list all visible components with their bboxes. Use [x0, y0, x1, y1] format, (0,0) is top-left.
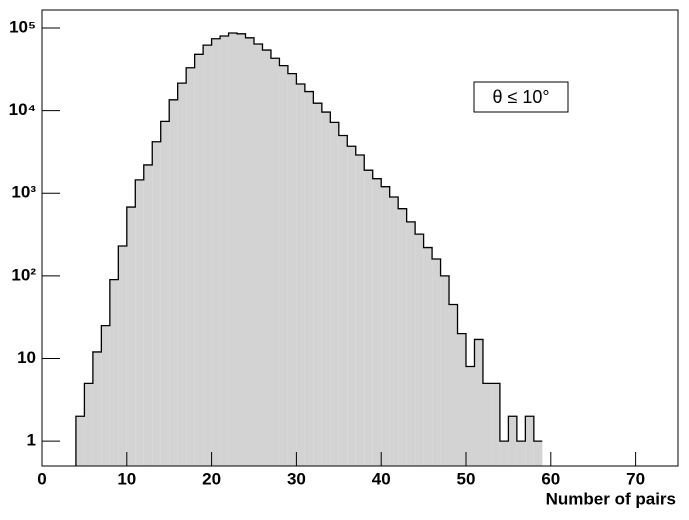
bar — [440, 275, 450, 466]
bar — [287, 73, 297, 466]
bar — [75, 416, 85, 466]
plot-frame — [41, 9, 679, 467]
bar — [449, 304, 458, 466]
bar — [474, 339, 483, 466]
bar — [135, 179, 144, 466]
y-tick-label: 10 — [17, 348, 36, 367]
bar — [118, 245, 127, 466]
annotation-box — [473, 81, 569, 113]
bar — [457, 333, 466, 466]
x-tick-label: 70 — [626, 469, 645, 488]
bar — [415, 234, 424, 466]
bar — [262, 50, 271, 466]
bar — [254, 43, 263, 466]
y-tick-label: 10³ — [11, 183, 36, 202]
x-tick-label: 10 — [117, 469, 136, 488]
bar — [381, 186, 390, 467]
bar — [355, 155, 365, 466]
bar — [194, 54, 204, 466]
bar — [423, 247, 433, 466]
bar — [516, 441, 526, 466]
bar — [203, 45, 212, 467]
x-tick-label: 20 — [202, 469, 221, 488]
bar — [304, 91, 314, 466]
bar — [398, 208, 407, 466]
bar — [126, 207, 136, 466]
bar — [372, 178, 382, 467]
bar — [279, 65, 288, 466]
bar — [499, 441, 509, 466]
bar — [313, 103, 322, 466]
bar — [364, 170, 373, 467]
bar — [211, 38, 221, 467]
bar — [152, 141, 161, 467]
x-tick-label: 0 — [37, 469, 46, 488]
bar — [466, 366, 475, 466]
bar — [508, 416, 517, 466]
x-tick-label: 60 — [541, 469, 560, 488]
bar — [92, 351, 102, 466]
bar — [347, 146, 356, 466]
bar — [491, 383, 500, 466]
bar — [338, 135, 348, 466]
bar — [406, 221, 416, 466]
bar — [143, 164, 153, 466]
bar — [525, 416, 534, 466]
bar — [84, 383, 93, 466]
bar — [237, 33, 246, 466]
bar — [169, 99, 178, 466]
bar — [160, 121, 170, 466]
bar — [330, 122, 339, 466]
bar — [177, 83, 187, 466]
bar — [321, 112, 331, 467]
x-axis-label: Number of pairs — [546, 489, 676, 508]
bar — [296, 83, 305, 466]
bar — [270, 58, 280, 466]
bar — [220, 35, 229, 466]
y-tick-label: 10⁵ — [9, 17, 36, 36]
y-tick-label: 10² — [11, 265, 36, 284]
y-tick-label: 10⁴ — [9, 100, 36, 119]
bar — [482, 383, 492, 466]
bar — [533, 441, 543, 466]
bar — [109, 279, 119, 466]
x-tick-label: 30 — [287, 469, 306, 488]
bar — [101, 325, 110, 466]
bar — [432, 258, 441, 466]
bar — [186, 67, 195, 467]
bar — [245, 37, 254, 466]
y-tick-label: 1 — [27, 431, 36, 450]
x-tick-label: 40 — [372, 469, 391, 488]
bar — [228, 32, 238, 467]
x-tick-label: 50 — [457, 469, 476, 488]
bar — [389, 197, 399, 466]
annotation: θ ≤ 10° — [492, 87, 549, 107]
histogram-outline — [75, 32, 543, 466]
